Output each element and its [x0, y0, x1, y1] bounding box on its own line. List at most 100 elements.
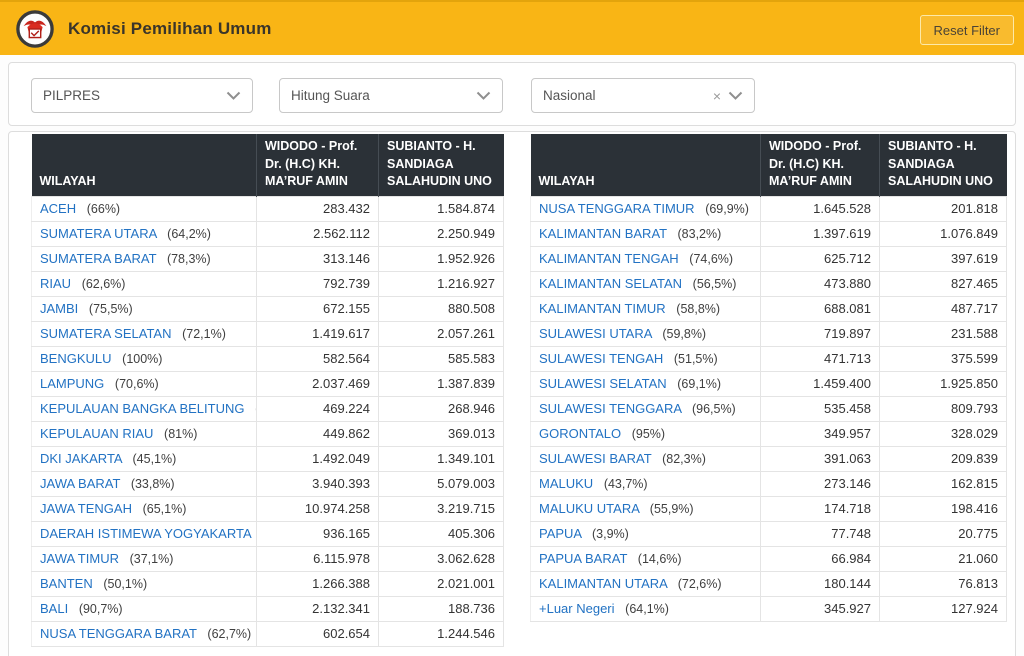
table-row: KALIMANTAN BARAT (83,2%) 1.397.619 1.076… [530, 220, 1007, 247]
progress-percentage: (65,1%) [142, 502, 187, 516]
region-link[interactable]: DAERAH ISTIMEWA YOGYAKARTA [40, 526, 251, 541]
table-row: JAMBI (75,5%) 672.155 880.508 [31, 295, 504, 322]
region-link[interactable]: KALIMANTAN BARAT [539, 226, 667, 241]
table-row: KALIMANTAN TENGAH (74,6%) 625.712 397.61… [530, 245, 1007, 272]
region-link[interactable]: SULAWESI BARAT [539, 451, 652, 466]
progress-percentage: (74,6%) [689, 252, 734, 266]
region-link[interactable]: KALIMANTAN UTARA [539, 576, 668, 591]
region-link[interactable]: PAPUA BARAT [539, 551, 628, 566]
progress-percentage: (64,2%) [167, 227, 211, 241]
region-link[interactable]: BENGKULU [40, 351, 112, 366]
subianto-votes-cell: 487.717 [879, 295, 1007, 322]
region-link[interactable]: KALIMANTAN SELATAN [539, 276, 683, 291]
clear-icon[interactable]: × [712, 87, 721, 104]
progress-percentage: (14,6%) [637, 552, 682, 566]
region-link[interactable]: +Luar Negeri [539, 601, 615, 616]
subianto-votes-cell: 5.079.003 [378, 470, 504, 497]
region-link[interactable]: ACEH [40, 201, 77, 216]
results-table-right: WILAYAH WIDODO - Prof. Dr. (H.C) KH. MA’… [530, 134, 1007, 622]
table-row: KEPULAUAN BANGKA BELITUNG (94,1%) 469.22… [31, 395, 504, 422]
widodo-votes-cell: 582.564 [256, 345, 379, 372]
widodo-votes-cell: 1.645.528 [760, 195, 880, 222]
region-link[interactable]: NUSA TENGGARA TIMUR [539, 201, 695, 216]
table-row: KEPULAUAN RIAU (81%) 449.862 369.013 [31, 420, 504, 447]
progress-percentage: (94,1%) [255, 402, 256, 416]
region-link[interactable]: JAWA TIMUR [40, 551, 119, 566]
reset-filter-button[interactable]: Reset Filter [919, 15, 1014, 45]
region-cell: DKI JAKARTA (45,1%) [31, 445, 257, 472]
filter-panel: PILPRES Hitung Suara Nasional × [8, 62, 1016, 126]
subianto-votes-cell: 1.216.927 [378, 270, 504, 297]
table-row: RIAU (62,6%) 792.739 1.216.927 [31, 270, 504, 297]
region-link[interactable]: KEPULAUAN RIAU [40, 426, 154, 441]
region-link[interactable]: SUMATERA UTARA [40, 226, 157, 241]
region-link[interactable]: DKI JAKARTA [40, 451, 122, 466]
progress-percentage: (3,9%) [592, 527, 629, 541]
region-link[interactable]: RIAU [40, 276, 72, 291]
progress-percentage: (75,5%) [88, 302, 133, 316]
region-link[interactable]: BANTEN [40, 576, 93, 591]
region-link[interactable]: JAMBI [40, 301, 79, 316]
region-link[interactable]: SULAWESI TENGGARA [539, 401, 682, 416]
region-link[interactable]: SULAWESI UTARA [539, 326, 652, 341]
page-title: Komisi Pemilihan Umum [68, 18, 272, 38]
widodo-votes-cell: 2.037.469 [256, 370, 379, 397]
table-row: JAWA TENGAH (65,1%) 10.974.258 3.219.715 [31, 495, 504, 522]
region-link[interactable]: KEPULAUAN BANGKA BELITUNG [40, 401, 245, 416]
subianto-votes-cell: 369.013 [378, 420, 504, 447]
region-link[interactable]: NUSA TENGGARA BARAT [40, 626, 197, 641]
region-cell: +Luar Negeri (64,1%) [530, 595, 761, 622]
table-row: PAPUA BARAT (14,6%) 66.984 21.060 [530, 545, 1007, 572]
chevron-down-icon[interactable] [226, 88, 241, 103]
subianto-votes-cell: 880.508 [378, 295, 504, 322]
widodo-votes-cell: 10.974.258 [256, 495, 379, 522]
subianto-votes-cell: 162.815 [879, 470, 1007, 497]
widodo-votes-cell: 180.144 [760, 570, 880, 597]
results-table-left: WILAYAH WIDODO - Prof. Dr. (H.C) KH. MA’… [31, 134, 504, 647]
region-link[interactable]: SULAWESI SELATAN [539, 376, 667, 391]
chevron-down-icon[interactable] [728, 88, 743, 103]
region-link[interactable]: SULAWESI TENGAH [539, 351, 664, 366]
table-row: KALIMANTAN SELATAN (56,5%) 473.880 827.4… [530, 270, 1007, 297]
region-cell: BENGKULU (100%) [31, 345, 257, 372]
app-header: Komisi Pemilihan Umum Reset Filter [0, 0, 1024, 55]
region-link[interactable]: GORONTALO [539, 426, 622, 441]
region-link[interactable]: MALUKU [539, 476, 594, 491]
widodo-votes-cell: 469.224 [256, 395, 379, 422]
subianto-votes-cell: 585.583 [378, 345, 504, 372]
progress-percentage: (51,5%) [673, 352, 718, 366]
widodo-votes-cell: 473.880 [760, 270, 880, 297]
region-link[interactable]: LAMPUNG [40, 376, 105, 391]
region-dropdown[interactable]: Nasional × [531, 78, 755, 113]
region-link[interactable]: PAPUA [539, 526, 582, 541]
region-link[interactable]: MALUKU UTARA [539, 501, 640, 516]
region-link[interactable]: KALIMANTAN TIMUR [539, 301, 666, 316]
widodo-votes-cell: 273.146 [760, 470, 880, 497]
region-link[interactable]: JAWA BARAT [40, 476, 121, 491]
election-type-dropdown[interactable]: PILPRES [31, 78, 253, 113]
region-link[interactable]: JAWA TENGAH [40, 501, 132, 516]
region-cell: SULAWESI TENGGARA (96,5%) [530, 395, 761, 422]
region-link[interactable]: KALIMANTAN TENGAH [539, 251, 679, 266]
region-cell: KALIMANTAN TENGAH (74,6%) [530, 245, 761, 272]
region-cell: NUSA TENGGARA BARAT (62,7%) [31, 620, 257, 647]
chevron-down-icon[interactable] [476, 88, 491, 103]
view-mode-dropdown[interactable]: Hitung Suara [279, 78, 503, 113]
widodo-votes-cell: 535.458 [760, 395, 880, 422]
subianto-votes-cell: 209.839 [879, 445, 1007, 472]
widodo-votes-cell: 792.739 [256, 270, 379, 297]
table-row: MALUKU UTARA (55,9%) 174.718 198.416 [530, 495, 1007, 522]
progress-percentage: (64,1%) [625, 602, 669, 616]
progress-percentage: (50,1%) [103, 577, 148, 591]
widodo-votes-cell: 349.957 [760, 420, 880, 447]
subianto-votes-cell: 809.793 [879, 395, 1007, 422]
region-link[interactable]: BALI [40, 601, 69, 616]
progress-percentage: (55,9%) [649, 502, 694, 516]
region-link[interactable]: SUMATERA BARAT [40, 251, 157, 266]
progress-percentage: (59,8%) [662, 327, 707, 341]
progress-percentage: (90,7%) [78, 602, 123, 616]
subianto-votes-cell: 1.349.101 [378, 445, 504, 472]
region-cell: SUMATERA BARAT (78,3%) [31, 245, 257, 272]
region-link[interactable]: SUMATERA SELATAN [40, 326, 172, 341]
widodo-votes-cell: 936.165 [256, 520, 379, 547]
